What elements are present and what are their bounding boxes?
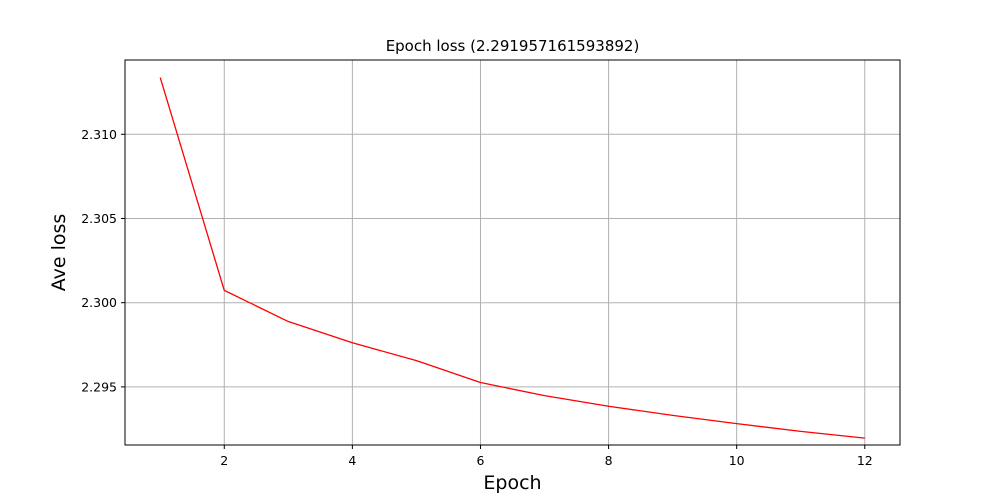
- x-tick-label: 6: [476, 453, 484, 468]
- series-layer: [159, 77, 865, 439]
- y-tick-label: 2.310: [81, 127, 117, 142]
- tick-layer: 2 4 6 8 10 12 2.295 2.300 2.305 2.310: [81, 127, 873, 468]
- loss-series-line: [159, 77, 865, 439]
- x-tick-label: 8: [605, 453, 613, 468]
- x-tick-label: 12: [857, 453, 873, 468]
- x-tick-label: 4: [348, 453, 356, 468]
- chart-title: Epoch loss (2.291957161593892): [386, 37, 640, 55]
- x-axis-label: Epoch: [483, 472, 541, 494]
- y-tick-label: 2.305: [81, 211, 117, 226]
- grid-layer: [125, 60, 900, 445]
- y-axis-label: Ave loss: [48, 214, 70, 292]
- y-tick-label: 2.295: [81, 379, 117, 394]
- y-tick-label: 2.300: [81, 295, 117, 310]
- x-tick-label: 10: [729, 453, 745, 468]
- plot-frame: [124, 59, 901, 446]
- x-tick-label: 2: [220, 453, 228, 468]
